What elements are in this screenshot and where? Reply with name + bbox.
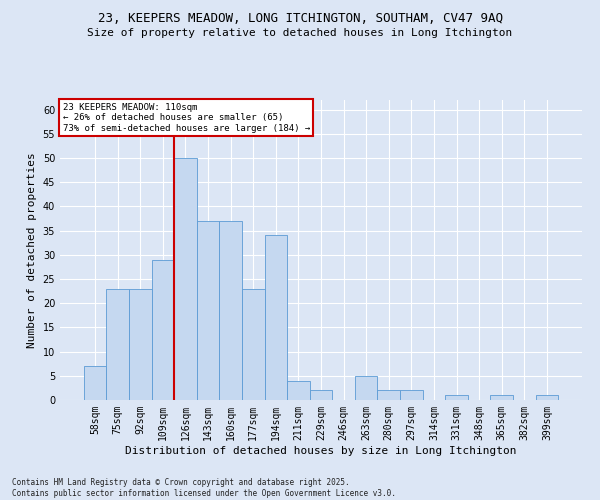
Bar [490, 395, 513, 400]
Bar [84, 366, 106, 400]
Bar [400, 390, 422, 400]
Bar [174, 158, 197, 400]
Text: 23 KEEPERS MEADOW: 110sqm
← 26% of detached houses are smaller (65)
73% of semi-: 23 KEEPERS MEADOW: 110sqm ← 26% of detac… [62, 103, 310, 133]
Bar [377, 390, 400, 400]
Bar [220, 221, 242, 400]
X-axis label: Distribution of detached houses by size in Long Itchington: Distribution of detached houses by size … [125, 446, 517, 456]
Bar [287, 380, 310, 400]
Text: Contains HM Land Registry data © Crown copyright and database right 2025.
Contai: Contains HM Land Registry data © Crown c… [12, 478, 396, 498]
Bar [152, 260, 174, 400]
Bar [106, 288, 129, 400]
Bar [129, 288, 152, 400]
Bar [445, 395, 468, 400]
Bar [310, 390, 332, 400]
Bar [536, 395, 558, 400]
Text: Size of property relative to detached houses in Long Itchington: Size of property relative to detached ho… [88, 28, 512, 38]
Bar [242, 288, 265, 400]
Text: 23, KEEPERS MEADOW, LONG ITCHINGTON, SOUTHAM, CV47 9AQ: 23, KEEPERS MEADOW, LONG ITCHINGTON, SOU… [97, 12, 503, 26]
Bar [265, 236, 287, 400]
Y-axis label: Number of detached properties: Number of detached properties [27, 152, 37, 348]
Bar [355, 376, 377, 400]
Bar [197, 221, 220, 400]
